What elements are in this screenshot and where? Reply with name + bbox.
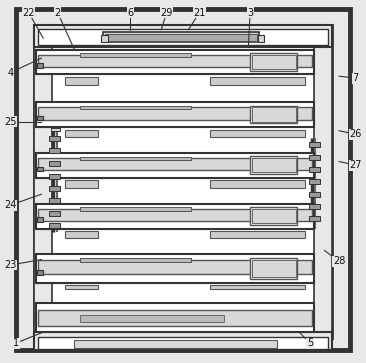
Bar [34, 25, 332, 338]
Bar [314, 25, 332, 338]
Bar [38, 209, 312, 221]
Bar [49, 223, 60, 228]
Bar [210, 231, 305, 238]
Text: 23: 23 [4, 260, 17, 270]
Bar [250, 156, 297, 174]
Bar [252, 55, 295, 69]
Text: 27: 27 [349, 160, 362, 170]
Text: 3: 3 [247, 8, 253, 18]
Bar [38, 260, 312, 274]
Bar [34, 25, 332, 47]
Bar [252, 158, 295, 172]
Text: 6: 6 [127, 8, 134, 18]
Bar [38, 29, 328, 45]
Text: 25: 25 [4, 117, 17, 127]
Bar [309, 155, 320, 160]
Bar [252, 107, 295, 122]
Bar [250, 106, 297, 123]
Bar [49, 174, 60, 179]
Bar [38, 158, 312, 171]
Bar [36, 50, 314, 74]
Bar [250, 207, 297, 225]
Bar [34, 332, 332, 350]
Bar [103, 32, 259, 42]
Bar [105, 34, 257, 41]
Bar [309, 204, 320, 209]
Bar [36, 204, 314, 229]
Bar [309, 192, 320, 197]
Bar [309, 216, 320, 221]
Bar [309, 167, 320, 172]
Bar [37, 116, 43, 120]
Bar [65, 130, 98, 137]
Bar [37, 63, 43, 68]
Bar [38, 337, 328, 349]
Bar [36, 153, 314, 178]
Text: 29: 29 [160, 8, 173, 18]
Bar [38, 310, 312, 326]
Bar [65, 231, 98, 238]
Text: 24: 24 [4, 200, 17, 210]
Bar [258, 35, 264, 42]
Bar [49, 198, 60, 203]
Bar [250, 258, 297, 279]
Bar [79, 106, 191, 109]
Bar [49, 211, 60, 216]
Bar [36, 102, 314, 127]
Text: 5: 5 [307, 338, 313, 348]
Bar [49, 136, 60, 141]
Bar [79, 208, 191, 211]
Bar [74, 340, 277, 348]
Bar [79, 157, 191, 160]
Bar [37, 217, 43, 222]
Text: 1: 1 [13, 338, 19, 348]
Bar [210, 77, 305, 85]
Bar [79, 53, 191, 57]
Text: 21: 21 [193, 8, 206, 18]
Bar [79, 315, 224, 322]
Bar [65, 77, 98, 85]
Bar [309, 142, 320, 147]
Bar [101, 35, 108, 42]
Bar [49, 186, 60, 191]
Bar [37, 167, 43, 171]
Bar [36, 303, 314, 332]
Bar [38, 55, 312, 67]
Bar [34, 25, 52, 338]
Bar [36, 254, 314, 283]
Text: 26: 26 [349, 129, 362, 139]
Text: 28: 28 [333, 256, 345, 266]
Bar [250, 53, 297, 71]
Bar [79, 258, 191, 262]
Bar [210, 180, 305, 188]
Bar [37, 270, 43, 275]
Bar [309, 179, 320, 184]
Bar [49, 148, 60, 153]
Bar [38, 107, 312, 120]
Text: 22: 22 [22, 8, 35, 18]
Text: 7: 7 [352, 73, 359, 83]
Bar [49, 161, 60, 166]
Bar [210, 285, 305, 289]
Bar [65, 180, 98, 188]
Text: 2: 2 [55, 8, 61, 18]
Bar [252, 260, 295, 277]
Bar [51, 128, 60, 131]
Text: 4: 4 [8, 68, 14, 78]
Bar [252, 209, 295, 223]
Bar [65, 285, 98, 289]
Bar [210, 130, 305, 137]
